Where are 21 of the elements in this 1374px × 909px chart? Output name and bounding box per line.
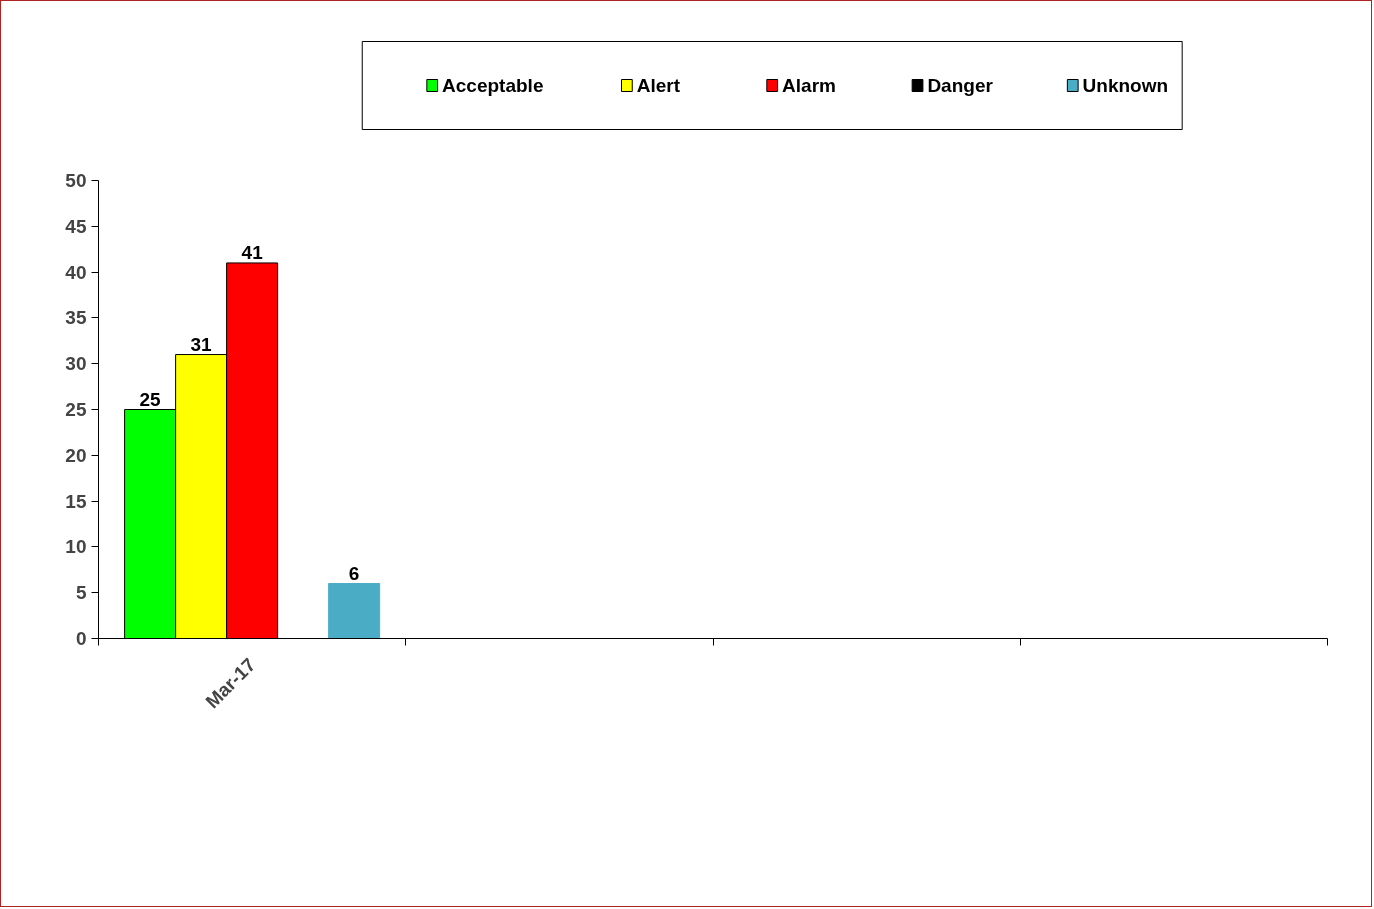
y-tick-label: 30 <box>65 353 87 375</box>
legend-label: Danger <box>927 75 994 96</box>
y-tick-label: 45 <box>65 215 87 237</box>
y-tick-label: 35 <box>65 307 87 329</box>
y-tick-label: 50 <box>65 170 87 191</box>
y-tick-label: 25 <box>65 399 87 420</box>
data-label: 6 <box>348 562 360 584</box>
y-tick-label: 15 <box>65 490 87 512</box>
legend-label: Unknown <box>1082 75 1169 96</box>
data-label: 25 <box>139 388 162 410</box>
y-tick-label: 20 <box>65 444 87 466</box>
data-label: 41 <box>241 241 264 263</box>
legend-label: Acceptable <box>442 75 544 96</box>
bar <box>328 583 381 639</box>
data-label: 31 <box>190 333 213 355</box>
y-tick-label: 5 <box>75 582 87 604</box>
y-tick-label: 0 <box>75 628 87 649</box>
legend-label: Alarm <box>782 75 836 96</box>
y-tick-label: 40 <box>65 261 87 283</box>
legend-label: Alert <box>636 75 681 96</box>
y-tick-label: 10 <box>65 536 87 558</box>
